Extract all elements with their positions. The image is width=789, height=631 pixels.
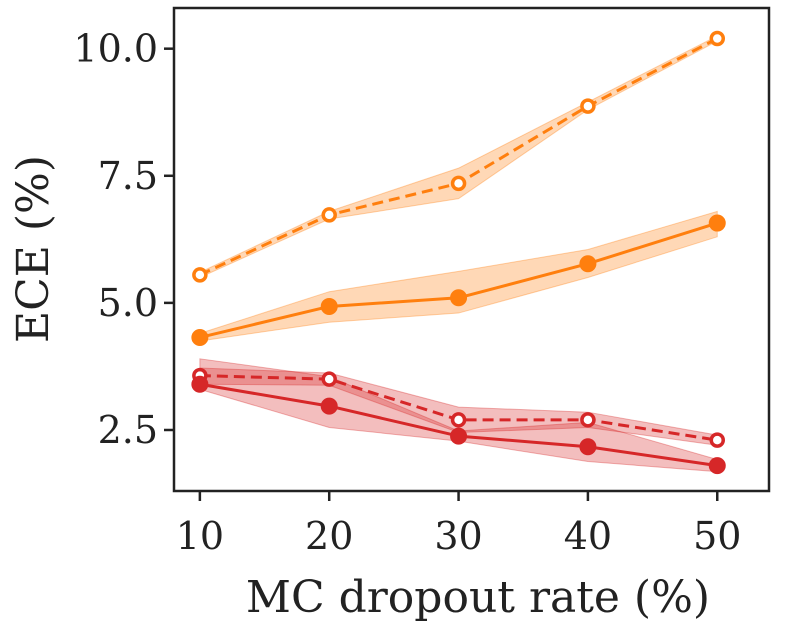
point-red-dashed-hollow-40 (580, 412, 596, 428)
band-orange-solid-filled (199, 210, 718, 342)
point-orange-dashed-hollow-20 (321, 207, 337, 223)
point-orange-dashed-hollow-50 (709, 30, 726, 47)
point-orange-solid-filled-40 (579, 255, 597, 273)
plot-frame (172, 6, 771, 493)
point-red-dashed-hollow-30 (450, 412, 467, 428)
point-red-solid-filled-20 (320, 397, 338, 415)
x-axis-label: MC dropout rate (%) (246, 572, 710, 623)
point-orange-dashed-hollow-40 (580, 98, 596, 114)
x-tick-label-20: 20 (305, 514, 353, 558)
point-orange-solid-filled-50 (708, 214, 726, 232)
y-tick-label-7.5: 7.5 (98, 154, 158, 198)
x-tick-label-10: 10 (176, 514, 224, 558)
point-orange-solid-filled-30 (450, 289, 468, 307)
y-tick-label-10: 10.0 (73, 27, 158, 71)
x-tick-label-40: 40 (564, 514, 612, 558)
point-orange-dashed-hollow-10 (192, 267, 208, 283)
point-orange-solid-filled-20 (320, 297, 338, 315)
y-axis-label: ECE (%) (8, 155, 59, 343)
confidence-bands (199, 35, 718, 473)
point-orange-dashed-hollow-30 (450, 175, 467, 192)
y-tick-label-2.5: 2.5 (98, 408, 158, 452)
point-red-dashed-hollow-50 (709, 432, 726, 448)
series-markers (191, 30, 726, 475)
y-tick-label-5: 5.0 (98, 281, 158, 325)
point-red-solid-filled-10 (191, 375, 209, 393)
point-red-solid-filled-50 (708, 457, 726, 475)
x-tick-label-30: 30 (434, 514, 482, 558)
point-red-solid-filled-40 (579, 438, 597, 456)
point-red-solid-filled-30 (450, 427, 468, 445)
point-orange-solid-filled-10 (191, 328, 209, 346)
axes: 10 20 30 40 50 2.5 5.0 7.5 10.0 (73, 6, 771, 558)
x-tick-label-50: 50 (693, 514, 741, 558)
point-red-dashed-hollow-20 (321, 371, 337, 387)
